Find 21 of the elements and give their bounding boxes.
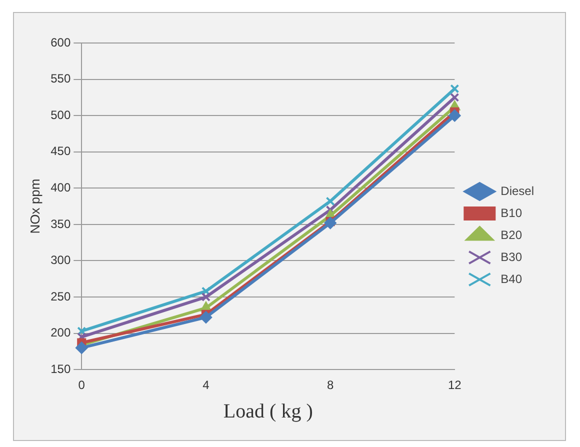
x-tick-label: 8 — [326, 378, 334, 392]
legend-label: Diesel — [500, 184, 534, 198]
y-tick-label: 200 — [50, 326, 71, 340]
y-tick-label: 250 — [50, 289, 71, 304]
y-tick-label: 150 — [50, 362, 71, 376]
x-tick-label: 12 — [448, 378, 462, 392]
y-tick-label: 550 — [50, 72, 71, 86]
legend-label: B20 — [500, 228, 522, 242]
legend-label: B30 — [500, 250, 522, 264]
legend-label: B10 — [500, 206, 522, 220]
x-axis-title: Load ( kg ) — [223, 400, 313, 422]
y-tick-label: 450 — [50, 144, 71, 158]
x-tick-label: 0 — [78, 378, 86, 392]
legend-label: B40 — [500, 272, 522, 286]
y-tick-label: 400 — [50, 180, 71, 194]
y-axis-title: NOx ppm — [27, 178, 42, 234]
y-tick-label: 300 — [50, 253, 71, 268]
y-tick-label: 350 — [50, 216, 71, 231]
y-tick-label: 500 — [50, 108, 71, 122]
y-tick-label: 600 — [50, 35, 71, 50]
x-tick-label: 4 — [202, 378, 210, 392]
